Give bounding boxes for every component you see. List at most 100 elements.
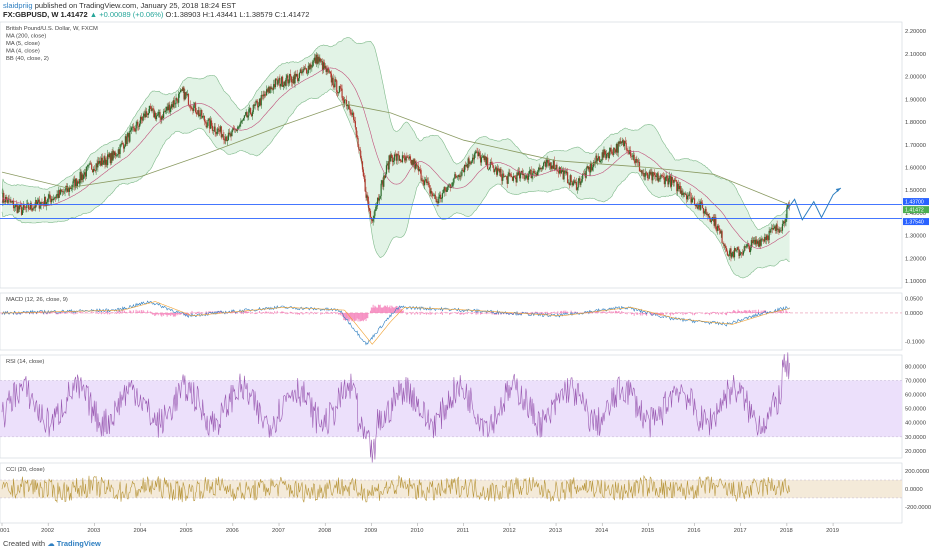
macd-histogram-bar <box>71 312 73 314</box>
macd-histogram-bar <box>520 312 522 315</box>
macd-histogram-bar <box>152 312 154 315</box>
candle-body <box>640 170 642 172</box>
macd-histogram-bar <box>361 312 363 321</box>
macd-histogram-bar <box>290 311 292 313</box>
candle-body <box>683 193 685 194</box>
macd-histogram-bar <box>330 311 332 313</box>
macd-histogram-bar <box>608 311 610 313</box>
macd-histogram-bar <box>286 312 288 315</box>
price-tick-label: 1.60000 <box>905 166 926 172</box>
candle-body <box>162 111 165 119</box>
candle-body <box>604 149 606 155</box>
candle-body <box>728 253 730 256</box>
macd-histogram-bar <box>79 311 81 313</box>
candle-body <box>222 134 224 136</box>
macd-histogram-bar <box>281 311 283 313</box>
macd-histogram-bar <box>200 312 202 314</box>
macd-histogram-bar <box>786 311 788 313</box>
candle-body <box>566 172 569 183</box>
candle-body <box>734 248 736 251</box>
candle-body <box>239 124 241 127</box>
candle-body <box>32 208 34 211</box>
candle-body <box>132 126 135 128</box>
candle-body <box>149 105 151 107</box>
macd-histogram-bar <box>551 312 553 313</box>
macd-histogram-bar <box>184 312 186 315</box>
candle-body <box>337 92 339 94</box>
candle-body <box>110 152 112 164</box>
macd-histogram-bar <box>457 311 459 313</box>
candle-body <box>252 104 254 113</box>
candle-body <box>376 205 378 207</box>
candle-body <box>433 194 436 196</box>
candle-body <box>217 128 219 133</box>
macd-histogram-bar <box>698 312 700 313</box>
candle-body <box>738 249 740 256</box>
candle-body <box>354 121 356 128</box>
candle-body <box>13 207 16 209</box>
macd-histogram-bar <box>167 312 169 315</box>
candle-body <box>770 229 772 233</box>
candle-body <box>468 158 470 164</box>
candle-body <box>769 230 771 233</box>
candle-body <box>116 154 119 156</box>
macd-histogram-bar <box>734 310 736 313</box>
candle-body <box>662 176 665 178</box>
macd-histogram-bar <box>368 312 370 314</box>
candle-body <box>310 64 312 68</box>
macd-histogram-bar <box>355 312 357 321</box>
time-tick-label: 2015 <box>641 528 654 532</box>
candle-body <box>40 202 42 206</box>
candle-body <box>327 68 329 71</box>
candle-body <box>760 239 762 246</box>
macd-histogram-bar <box>481 312 483 314</box>
candle-body <box>57 194 59 198</box>
candle-body <box>384 173 387 178</box>
candle-body <box>81 174 83 181</box>
macd-histogram-bar <box>781 311 783 313</box>
candle-body <box>8 198 10 200</box>
macd-histogram-bar <box>70 311 72 313</box>
candle-body <box>719 230 721 234</box>
macd-histogram-bar <box>591 312 593 313</box>
macd-histogram-bar <box>559 312 561 315</box>
candle-body <box>381 180 383 184</box>
candle-body <box>363 175 365 179</box>
candle-body <box>615 143 618 153</box>
candle-body <box>767 239 769 241</box>
candle-body <box>267 87 269 92</box>
macd-histogram-bar <box>334 312 336 313</box>
candle-body <box>691 198 693 203</box>
candle-body <box>103 156 105 163</box>
macd-histogram-bar <box>84 312 86 313</box>
candle-body <box>33 206 35 209</box>
candle-body <box>311 66 313 68</box>
candle-body <box>130 130 132 131</box>
macd-histogram-bar <box>430 312 432 315</box>
tradingview-logo-icon: ☁ <box>47 539 55 548</box>
candle-body <box>7 198 9 203</box>
chart-canvas[interactable]: 2.200002.100002.000001.900001.800001.700… <box>0 20 932 532</box>
macd-histogram-bar <box>604 311 606 313</box>
candle-body <box>577 180 579 188</box>
macd-histogram-bar <box>601 312 603 313</box>
author-link[interactable]: slaidpriig <box>3 1 33 10</box>
macd-histogram-bar <box>326 312 328 314</box>
candle-body <box>285 77 287 86</box>
candle-body <box>438 196 440 203</box>
macd-histogram-bar <box>642 312 644 315</box>
candle-body <box>523 174 525 179</box>
candle-body <box>295 73 297 77</box>
macd-histogram-bar <box>450 312 452 314</box>
candle-body <box>139 116 142 124</box>
candle-body <box>531 175 533 179</box>
candle-body <box>10 201 12 203</box>
macd-histogram-bar <box>424 312 426 315</box>
macd-histogram-bar <box>571 312 573 314</box>
candle-body <box>666 175 668 179</box>
macd-histogram-bar <box>738 310 740 313</box>
candle-body <box>646 172 649 178</box>
candle-body <box>190 106 192 108</box>
candle-body <box>138 126 140 127</box>
candle-body <box>353 119 356 122</box>
